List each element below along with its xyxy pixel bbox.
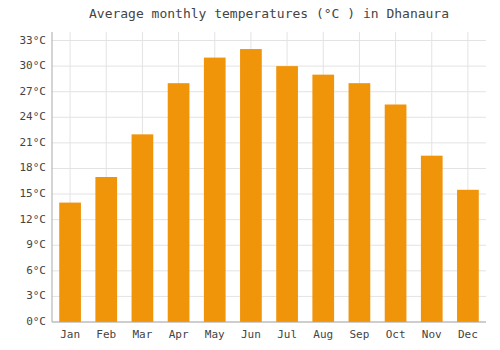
chart-container: 0°C 3°C 6°C 9°C 12°C 15°C 18°C 21°C 24°C 27°C 30°C… (0, 0, 500, 350)
y-tick-label: 27°C (20, 85, 47, 98)
x-tick-label: Jan (60, 328, 80, 341)
x-tick-label: May (205, 328, 225, 341)
bar (240, 49, 262, 322)
bar (421, 156, 443, 322)
y-axis-line (52, 32, 53, 322)
y-tick-label: 30°C (20, 59, 47, 72)
bar (168, 83, 190, 322)
x-axis-line (52, 322, 486, 323)
x-tick-label: Dec (458, 328, 478, 341)
x-tick-label: Jun (241, 328, 261, 341)
y-tick-label: 24°C (20, 110, 47, 123)
x-tick-label: Feb (96, 328, 116, 341)
y-tick-label: 0°C (26, 315, 46, 328)
x-tick-label: Oct (386, 328, 406, 341)
bars (59, 49, 479, 322)
y-grid-line (52, 117, 486, 118)
y-tick-label: 6°C (26, 264, 46, 277)
y-tick-label: 12°C (20, 213, 47, 226)
y-grid-line (52, 91, 486, 92)
bar (457, 190, 479, 322)
x-tick-label: Sep (349, 328, 369, 341)
x-tick-label: Nov (422, 328, 442, 341)
axes: 0°C 3°C 6°C 9°C 12°C 15°C 18°C 21°C 24°C 27°C 30°C… (20, 34, 478, 341)
y-grid-line (52, 322, 486, 323)
y-tick-label: 21°C (20, 136, 47, 149)
x-tick-label: Apr (169, 328, 189, 341)
bar (204, 58, 226, 322)
bar (95, 177, 117, 322)
grid (52, 32, 486, 322)
y-grid-line (52, 142, 486, 143)
x-tick-label: Jul (277, 328, 297, 341)
y-tick-label: 3°C (26, 289, 46, 302)
chart: 0°C 3°C 6°C 9°C 12°C 15°C 18°C 21°C 24°C 27°C 30°C… (0, 0, 500, 350)
y-tick-label: 33°C (20, 34, 47, 47)
bar (349, 83, 371, 322)
y-tick-label: 15°C (20, 187, 47, 200)
chart-title: Average monthly temperatures (°C ) in Dh… (89, 6, 449, 21)
y-grid-line (52, 40, 486, 41)
bar (385, 105, 407, 323)
bar (59, 203, 81, 322)
bar (132, 134, 154, 322)
bar (276, 66, 298, 322)
bar (312, 75, 334, 322)
y-grid-line (52, 66, 486, 67)
x-tick-label: Aug (313, 328, 333, 341)
x-tick-label: Mar (132, 328, 152, 341)
y-tick-label: 18°C (20, 161, 47, 174)
y-tick-label: 9°C (26, 238, 46, 251)
